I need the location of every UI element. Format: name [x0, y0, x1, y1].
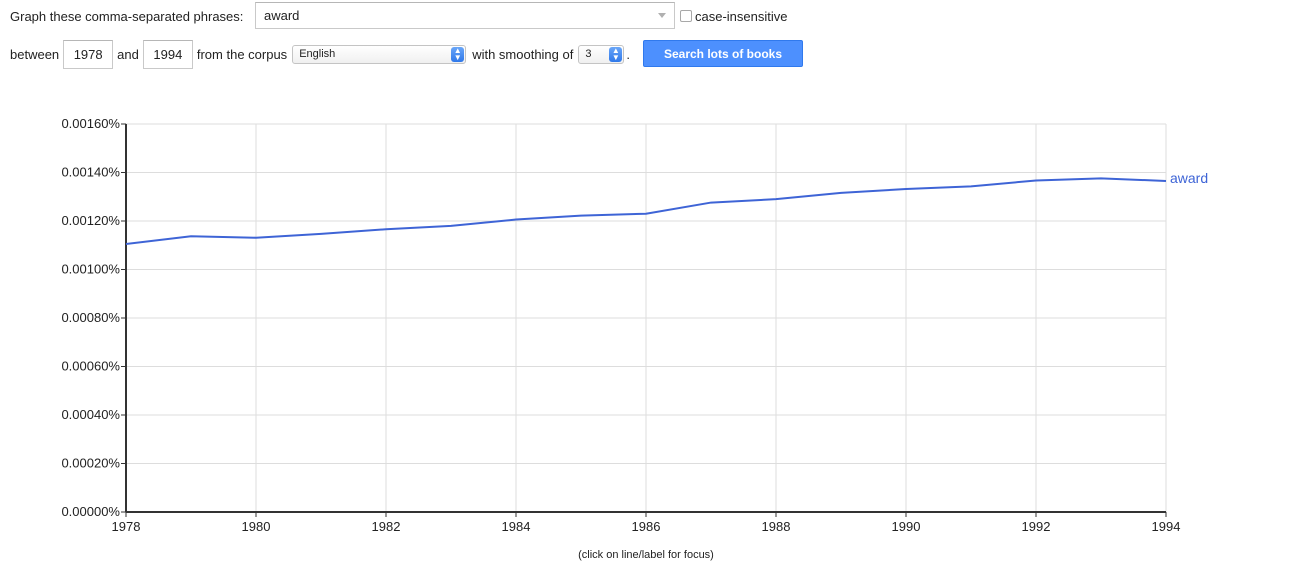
y-tick-label: 0.00160% — [61, 116, 120, 131]
phrases-input-value: award — [264, 8, 300, 23]
end-year-value: 1994 — [153, 46, 183, 62]
axes: 0.00000% 0.00020% 0.00040% 0.00060% 0.00080%… — [61, 116, 1180, 534]
y-tick-label: 0.00140% — [61, 165, 120, 180]
case-insensitive-option[interactable]: case-insensitive — [680, 2, 788, 30]
x-tick-label: 1984 — [502, 519, 531, 534]
phrase-row: Graph these comma-separated phrases: — [10, 2, 243, 30]
phrases-label: Graph these comma-separated phrases: — [10, 8, 244, 24]
x-tick-label: 1978 — [112, 519, 141, 534]
x-tick-label: 1992 — [1022, 519, 1051, 534]
x-tick-label: 1990 — [892, 519, 921, 534]
case-insensitive-checkbox[interactable] — [680, 10, 692, 22]
series-layer[interactable]: award — [125, 170, 1208, 246]
x-tick-label: 1982 — [372, 519, 401, 534]
start-year-value: 1978 — [73, 46, 103, 62]
smoothing-select[interactable]: 3 ▲ ▼ — [578, 44, 625, 64]
y-tick-label: 0.00100% — [61, 262, 120, 277]
start-year-input[interactable]: 1978 — [63, 39, 114, 69]
updown-icon: ▲ ▼ — [451, 46, 465, 62]
y-tick-label: 0.00080% — [61, 310, 120, 325]
and-label: and — [117, 46, 139, 62]
x-tick-label: 1986 — [632, 519, 661, 534]
phrases-input[interactable]: award — [255, 2, 675, 29]
x-tick-label: 1988 — [762, 519, 791, 534]
updown-icon: ▲ ▼ — [609, 46, 623, 62]
case-insensitive-label: case-insensitive — [695, 8, 788, 24]
y-tick-label: 0.00020% — [61, 456, 120, 471]
between-label: between — [10, 46, 60, 62]
x-tick-label: 1994 — [1152, 519, 1181, 534]
search-button[interactable]: Search lots of books — [643, 40, 803, 67]
search-button-label: Search lots of books — [663, 46, 783, 61]
end-year-input[interactable]: 1994 — [142, 39, 193, 69]
period: . — [626, 46, 630, 62]
y-tick-label: 0.00040% — [61, 407, 120, 422]
series-label-award[interactable]: award — [1170, 170, 1208, 186]
corpus-label: from the corpus — [196, 46, 288, 62]
chevron-down-icon[interactable] — [658, 13, 666, 18]
y-tick-label: 0.00060% — [61, 359, 120, 374]
range-row: between 1978 and 1994 from the corpus En… — [10, 39, 630, 69]
footer-hint: (click on line/label for focus) — [578, 549, 714, 561]
smoothing-label: with smoothing of — [472, 46, 574, 62]
corpus-select[interactable]: English ▲ ▼ — [292, 44, 467, 64]
smoothing-value: 3 — [585, 48, 592, 60]
y-tick-label: 0.00120% — [61, 213, 120, 228]
series-line-award[interactable] — [125, 177, 1167, 246]
corpus-value: English — [299, 48, 336, 60]
x-tick-label: 1980 — [242, 519, 271, 534]
y-tick-label: 0.00000% — [61, 504, 120, 519]
